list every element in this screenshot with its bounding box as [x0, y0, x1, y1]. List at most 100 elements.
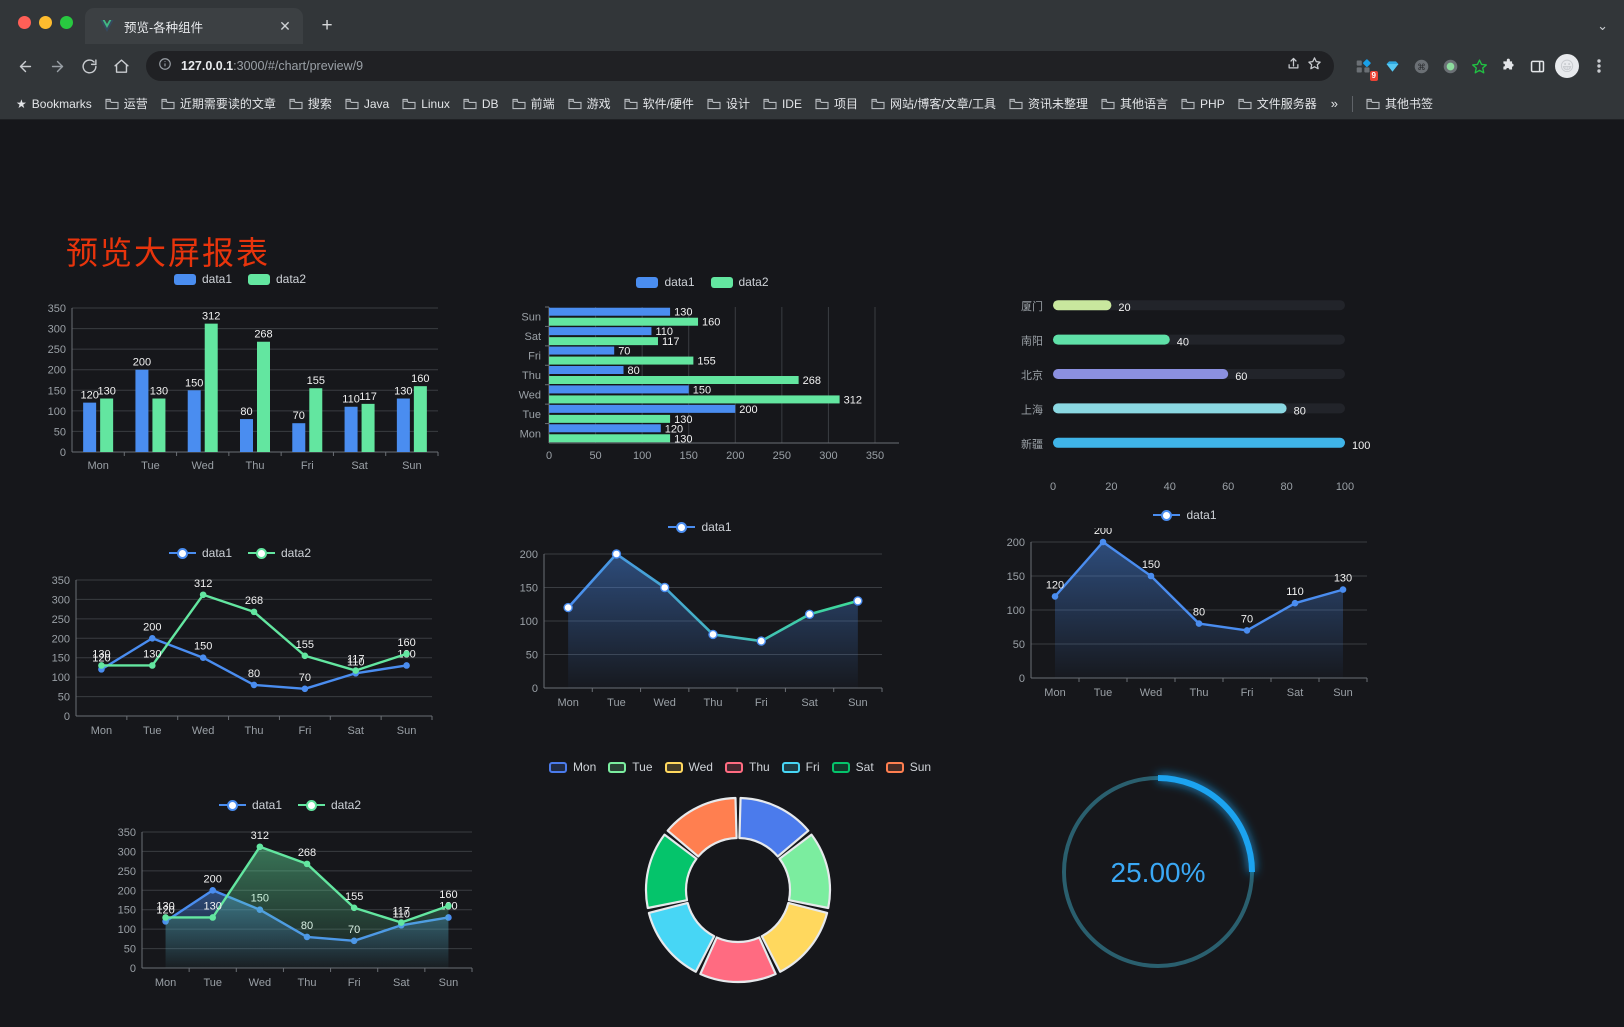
- bar[interactable]: [549, 404, 736, 413]
- bookmark-folder[interactable]: 项目: [809, 92, 864, 115]
- data-point[interactable]: [1291, 599, 1299, 607]
- data-point[interactable]: [403, 662, 410, 669]
- sidepanel-icon[interactable]: [1524, 53, 1550, 79]
- bookmark-folder[interactable]: 其他语言: [1095, 92, 1174, 115]
- data-point[interactable]: [303, 860, 311, 868]
- legend-item-sun[interactable]: Sun: [885, 760, 931, 774]
- pie-slice[interactable]: [647, 901, 716, 973]
- bar[interactable]: [344, 406, 358, 452]
- bookmarks-manager-link[interactable]: ★ Bookmarks: [10, 94, 98, 114]
- bar[interactable]: [204, 323, 218, 452]
- data-point[interactable]: [301, 685, 309, 693]
- area-dual-plot[interactable]: 0 50 100 150 200 250 300 350 Mon Tue Wed Thu Fri Sat S…: [90, 818, 490, 1008]
- legend-item-data1[interactable]: data1: [636, 275, 695, 289]
- bookmark-folder[interactable]: 游戏: [562, 92, 617, 115]
- bar[interactable]: [549, 434, 671, 443]
- bar[interactable]: [257, 341, 270, 452]
- data-point[interactable]: [1339, 586, 1347, 593]
- bar[interactable]: [152, 398, 166, 452]
- data-point[interactable]: [209, 914, 217, 921]
- bar[interactable]: [135, 369, 149, 452]
- line-gradient-plot[interactable]: 0 50 100 150 200 Mon Tue Wed Thu Fri Sat Sun: [500, 540, 900, 725]
- legend-item-data1[interactable]: data1: [668, 520, 732, 534]
- bar[interactable]: [549, 346, 615, 355]
- new-tab-button[interactable]: +: [321, 15, 333, 36]
- bar[interactable]: [309, 388, 323, 452]
- data-point[interactable]: [209, 886, 217, 894]
- pie-slice[interactable]: [778, 833, 832, 910]
- command-extension-icon[interactable]: ⌘: [1408, 53, 1434, 79]
- star-extension-icon[interactable]: [1466, 53, 1492, 79]
- data-point[interactable]: [853, 596, 863, 606]
- progress-fill[interactable]: [1053, 403, 1287, 414]
- reload-icon[interactable]: [74, 51, 104, 81]
- bookmark-folder[interactable]: 前端: [506, 92, 561, 115]
- bookmark-folder[interactable]: 运营: [99, 92, 154, 115]
- bar[interactable]: [413, 386, 427, 452]
- bar[interactable]: [396, 398, 410, 452]
- bar[interactable]: [549, 395, 840, 404]
- bar[interactable]: [549, 337, 658, 346]
- progress-fill[interactable]: [1053, 437, 1345, 448]
- bookmark-folder[interactable]: 设计: [701, 92, 756, 115]
- profile-avatar[interactable]: 😀: [1552, 51, 1582, 81]
- data-point[interactable]: [403, 650, 410, 658]
- bar[interactable]: [292, 423, 306, 452]
- bookmarks-overflow-button[interactable]: »: [1330, 96, 1338, 111]
- bar[interactable]: [549, 385, 689, 394]
- bar[interactable]: [549, 424, 661, 433]
- legend-item-sat[interactable]: Sat: [831, 760, 874, 774]
- data-point[interactable]: [1099, 538, 1107, 546]
- data-point[interactable]: [1243, 627, 1251, 634]
- bookmark-folder[interactable]: 资讯未整理: [1003, 92, 1094, 115]
- data-point[interactable]: [756, 636, 766, 646]
- bar[interactable]: [240, 419, 253, 452]
- data-point[interactable]: [148, 662, 156, 669]
- bar[interactable]: [100, 398, 114, 452]
- back-icon[interactable]: [10, 51, 40, 81]
- data-point[interactable]: [563, 602, 573, 613]
- data-point[interactable]: [162, 914, 169, 921]
- kebab-menu-icon[interactable]: [1584, 51, 1614, 81]
- bar-vertical-plot[interactable]: 050100150200250300350Mon120130Tue200130W…: [30, 292, 450, 482]
- bookmark-folder[interactable]: PHP: [1175, 94, 1231, 114]
- maximize-window-button[interactable]: [60, 15, 73, 29]
- legend-item-fri[interactable]: Fri: [781, 760, 820, 774]
- close-tab-button[interactable]: ✕: [279, 18, 291, 34]
- donut-plot[interactable]: [520, 778, 960, 1008]
- bar[interactable]: [549, 317, 699, 326]
- data-point[interactable]: [199, 654, 207, 662]
- legend-item-data2[interactable]: data2: [710, 275, 769, 289]
- star-icon[interactable]: [1307, 56, 1322, 76]
- share-icon[interactable]: [1286, 56, 1301, 76]
- bookmark-folder[interactable]: 网站/博客/文章/工具: [865, 92, 1002, 115]
- address-bar[interactable]: 127.0.0.1:3000/#/chart/preview/9: [146, 51, 1334, 81]
- data-point[interactable]: [256, 843, 264, 851]
- bar[interactable]: [549, 376, 799, 384]
- legend-item-thu[interactable]: Thu: [724, 760, 770, 774]
- data-point[interactable]: [445, 902, 452, 910]
- pie-slice[interactable]: [760, 901, 829, 973]
- data-point[interactable]: [199, 591, 207, 599]
- legend-item-wed[interactable]: Wed: [664, 760, 713, 774]
- home-icon[interactable]: [106, 51, 136, 81]
- bar[interactable]: [549, 366, 624, 374]
- close-window-button[interactable]: [18, 15, 31, 29]
- data-point[interactable]: [250, 681, 258, 689]
- pie-slice[interactable]: [644, 833, 698, 910]
- bar[interactable]: [549, 414, 671, 423]
- data-point[interactable]: [611, 549, 622, 559]
- legend-item-data2[interactable]: data2: [298, 798, 361, 812]
- site-info-icon[interactable]: [158, 57, 172, 76]
- forward-icon[interactable]: [42, 51, 72, 81]
- bookmark-folder[interactable]: DB: [457, 94, 505, 114]
- bar[interactable]: [187, 390, 201, 452]
- browser-tab[interactable]: 预览-各种组件 ✕: [85, 8, 303, 44]
- bookmark-folder[interactable]: IDE: [757, 94, 808, 114]
- legend-item-mon[interactable]: Mon: [548, 760, 596, 774]
- progress-fill[interactable]: [1053, 334, 1170, 345]
- line-dual-plot[interactable]: 0 50 100 150 200 250 300 350 Mon Tue Wed Thu Fri Sat S…: [30, 566, 450, 756]
- bar[interactable]: [549, 327, 652, 336]
- minimize-window-button[interactable]: [39, 15, 52, 29]
